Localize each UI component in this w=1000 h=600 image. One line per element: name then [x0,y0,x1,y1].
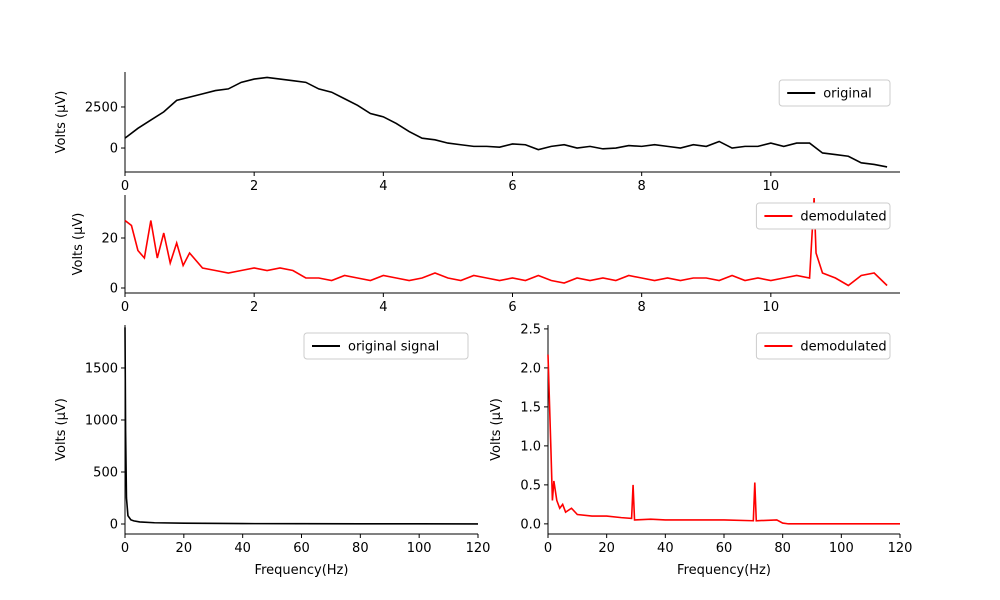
series-line [124,327,479,525]
x-tick-label: 0 [544,541,552,556]
legend-label: demodulated [800,340,886,355]
legend-label: demodulated [800,210,886,225]
x-tick-label: 40 [657,541,674,556]
legend-box [755,202,891,230]
y-tick-label: 500 [93,465,118,480]
y-tick-label: 1.5 [520,400,541,415]
x-tick-label: 20 [176,541,193,556]
x-tick-label: 2 [250,179,258,194]
subplot: 0 20 40 60 80 100 120 0 500 1000 1500 Volts (μV) Fre… [54,325,490,578]
x-tick-label: 10 [763,179,780,194]
x-tick-label: 8 [638,179,646,194]
x-tick-label: 10 [763,300,780,315]
x-tick-label: 60 [293,541,310,556]
y-axis-label: Volts (μV) [54,398,69,461]
legend: original signal [303,332,469,360]
x-tick-label: 100 [407,541,432,556]
x-tick-label: 40 [234,541,251,556]
x-axis-label: Frequency(Hz) [255,563,349,578]
series-line [124,197,888,287]
x-tick-label: 0 [121,179,129,194]
y-axis-label: Volts (μV) [489,398,504,461]
y-tick-label: 1.0 [520,439,541,454]
x-tick-label: 4 [379,179,387,194]
x-tick-label: 60 [716,541,733,556]
subplot: 0 2 4 6 8 10 0 20 Volts (μV) demodulated [71,195,900,315]
series-line [124,76,888,168]
x-tick-label: 4 [379,300,387,315]
series-line [547,354,900,525]
y-tick-label: 1500 [85,361,118,376]
subplot: 0 2 4 6 8 10 0 2500 Volts (μV) original [54,72,900,194]
x-tick-label: 80 [774,541,791,556]
x-tick-label: 0 [121,300,129,315]
y-tick-label: 1000 [85,413,118,428]
x-tick-label: 120 [888,541,913,556]
x-tick-label: 120 [466,541,491,556]
x-tick-label: 6 [508,179,516,194]
legend-label: original [823,87,872,102]
y-tick-label: 0 [110,282,118,297]
y-tick-label: 2.0 [520,361,541,376]
y-tick-label: 2.5 [520,322,541,337]
x-tick-label: 8 [638,300,646,315]
x-tick-label: 2 [250,300,258,315]
legend: demodulated [755,332,891,360]
legend: original [778,79,891,107]
x-tick-label: 20 [598,541,615,556]
y-tick-label: 0 [110,142,118,157]
legend: demodulated [755,202,891,230]
legend-label: original signal [348,340,439,355]
y-tick-label: 20 [101,232,118,247]
x-tick-label: 0 [121,541,129,556]
y-axis-label: Volts (μV) [71,213,86,276]
subplot: 0 20 40 60 80 100 120 0.0 0.5 1.0 1.5 2.0 2.5 Volts (… [489,322,912,578]
x-tick-label: 100 [829,541,854,556]
y-axis-label: Volts (μV) [54,91,69,154]
legend-box [778,79,891,107]
y-tick-label: 0 [110,518,118,533]
legend-box [755,332,891,360]
x-tick-label: 6 [508,300,516,315]
y-tick-label: 2500 [85,100,118,115]
y-tick-label: 0.5 [520,478,541,493]
y-tick-label: 0.0 [520,517,541,532]
x-axis-label: Frequency(Hz) [677,563,771,578]
legend-box [303,332,469,360]
x-tick-label: 80 [352,541,369,556]
